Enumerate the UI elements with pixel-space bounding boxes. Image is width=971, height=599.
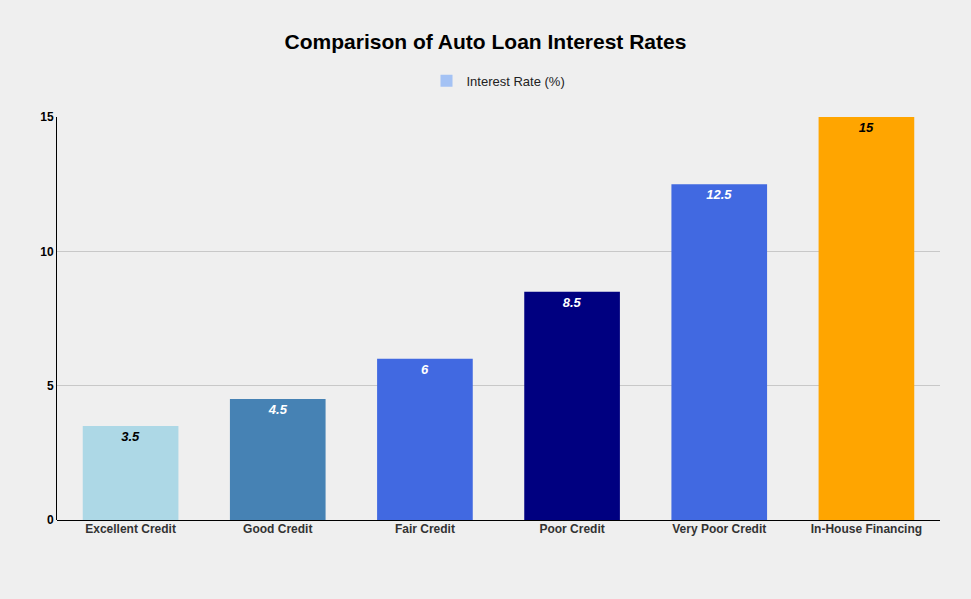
- svg-text:15: 15: [859, 120, 874, 135]
- svg-text:Interest Rate (%): Interest Rate (%): [467, 74, 565, 89]
- svg-text:4.5: 4.5: [268, 402, 288, 417]
- svg-text:Good Credit: Good Credit: [243, 522, 312, 536]
- svg-text:8.5: 8.5: [563, 295, 582, 310]
- svg-text:0: 0: [47, 513, 54, 527]
- svg-text:10: 10: [40, 245, 54, 259]
- svg-text:Very Poor Credit: Very Poor Credit: [672, 522, 766, 536]
- svg-text:In-House Financing: In-House Financing: [811, 522, 922, 536]
- svg-text:Fair Credit: Fair Credit: [395, 522, 455, 536]
- svg-text:Poor Credit: Poor Credit: [539, 522, 604, 536]
- svg-text:15: 15: [40, 110, 54, 124]
- svg-text:Excellent Credit: Excellent Credit: [85, 522, 176, 536]
- svg-text:12.5: 12.5: [706, 187, 732, 202]
- svg-text:Comparison of Auto Loan Intere: Comparison of Auto Loan Interest Rates: [285, 30, 687, 53]
- svg-text:3.5: 3.5: [121, 429, 140, 444]
- svg-text:5: 5: [47, 379, 54, 393]
- svg-text:6: 6: [421, 362, 429, 377]
